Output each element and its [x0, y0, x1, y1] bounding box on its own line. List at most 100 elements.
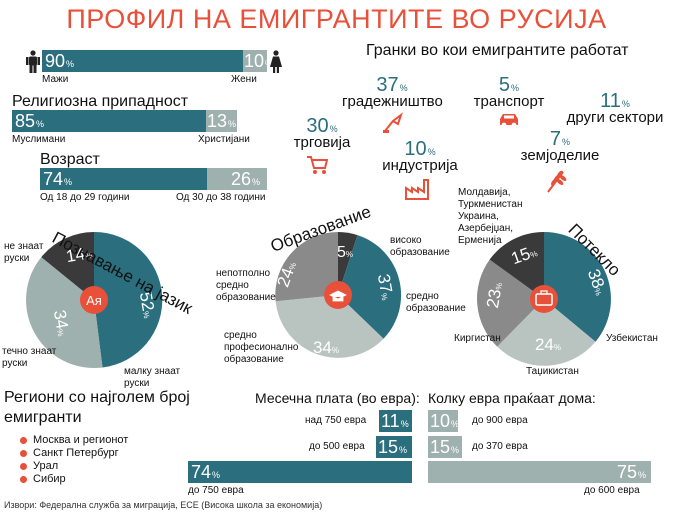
graduation-cap-icon [329, 290, 347, 302]
education-pie: 5% 37% 34% 24% [273, 232, 402, 358]
female-icon [269, 50, 283, 79]
muslim-bar [12, 110, 206, 132]
sector-trade: 30% трговија [293, 115, 351, 151]
language-slice-fluent [26, 257, 103, 369]
sector-transport: 5% транспорт [473, 74, 545, 110]
language-value-fluent: 34% [50, 309, 73, 338]
young-label: Од 18 до 29 години [40, 192, 130, 203]
male-label: Мажи [42, 74, 69, 85]
education-slice-secondary [338, 235, 402, 339]
crane-icon [382, 112, 404, 139]
salary-label-over750: над 750 евра [305, 415, 367, 426]
young-value: 74% [43, 169, 73, 189]
regions-heading: Региони со најголем број емигранти [4, 389, 190, 426]
education-label-vocational: средно професионално образование [224, 330, 299, 365]
old-bar [207, 168, 267, 190]
education-slice-incomplete [275, 232, 338, 302]
language-center-text: Ая [86, 293, 102, 308]
salary-value-over750: 11% [381, 411, 409, 431]
origin-center [530, 285, 558, 313]
language-label-little: малку знаат руски [124, 366, 181, 389]
origin-label-kyrgyzstan: Киргистан [454, 333, 501, 344]
factory-icon [404, 178, 430, 205]
language-pie: Ая 52% 34% 14% [26, 231, 163, 369]
female-value: 10% [244, 51, 274, 71]
religion-heading: Религиозна припадност [12, 93, 189, 110]
region-item: Урал [20, 460, 128, 473]
education-label-incomplete: непотполно средно образование [216, 268, 276, 303]
page-title: ПРОФИЛ НА ЕМИГРАНТИТЕ ВО РУСИЈА [66, 4, 607, 34]
education-label-higher: високо образование [390, 235, 450, 258]
remit-bar-600 [428, 461, 651, 483]
old-value: 26% [231, 169, 261, 189]
remit-label-900: до 900 евра [472, 415, 528, 426]
education-value-secondary: 37% [374, 273, 397, 302]
female-label: Жени [231, 74, 257, 85]
muslim-label: Муслимани [12, 134, 66, 145]
salary-bar-750 [188, 461, 412, 483]
car-icon [497, 112, 521, 133]
salary-value-750: 74% [191, 462, 221, 482]
origin-value-kyrgyzstan: 23% [483, 281, 506, 310]
salary-heading: Месечна плата (во евра): [255, 390, 420, 406]
language-label-fluent: течно знаат руски [2, 346, 57, 369]
education-value-vocational: 34% [313, 338, 339, 357]
remit-heading: Колку евра праќаат дома: [428, 390, 596, 406]
origin-label-uzbekistan: Узбекистан [606, 333, 658, 344]
origin-slice-uzbekistan [544, 232, 611, 342]
sectors-heading: Гранки во кои емигрантите работат [366, 42, 629, 59]
regions-list: Москва и регионот Санкт Петербург Урал С… [20, 434, 128, 486]
region-item: Сибир [20, 473, 128, 486]
source-note: Извори: Федерална служба за миграција, E… [4, 500, 323, 510]
salary-value-500: 15% [378, 437, 408, 457]
remit-value-900: 10% [430, 411, 460, 431]
remit-label-600: до 600 евра [584, 485, 640, 496]
salary-bar-500 [376, 436, 412, 458]
region-item: Санкт Петербург [20, 447, 128, 460]
origin-label-others: Молдавија, Туркменистан Украина, Азербеј… [458, 187, 523, 246]
male-icon [26, 50, 40, 79]
remit-value-600: 75% [617, 462, 647, 482]
male-value: 90% [45, 51, 75, 71]
origin-pie: 38% 24% 23% 15% [477, 231, 611, 366]
remit-label-370: до 370 евра [472, 441, 528, 452]
language-value-none: 14% [65, 243, 94, 266]
education-label-secondary: средно образование [406, 291, 466, 314]
old-label: Од 30 до 38 години [176, 192, 266, 203]
salary-label-750: до 750 евра [188, 485, 244, 496]
remit-bar-370 [428, 436, 462, 458]
remit-value-370: 15% [430, 437, 460, 457]
origin-label-tajikistan: Таџикистан [526, 366, 579, 377]
sector-industry: 10% индустрија [382, 138, 458, 174]
cart-icon [306, 155, 329, 180]
salary-bar-over750 [379, 410, 412, 432]
muslim-value: 85% [15, 111, 45, 131]
christian-bar [206, 110, 237, 132]
language-label-none: не знаат руски [4, 241, 44, 264]
language-slice-little [94, 231, 163, 368]
origin-slice-kyrgyzstan [477, 259, 544, 347]
sector-other: 11% други сектори [566, 90, 664, 126]
christian-label: Христијани [198, 134, 250, 145]
sector-agriculture: 7% земјоделие [520, 128, 600, 164]
education-slice-higher [338, 232, 358, 295]
language-value-little: 52% [136, 291, 159, 320]
language-slice-none [41, 232, 94, 300]
origin-value-tajikistan: 24% [535, 335, 561, 354]
origin-slice-others [489, 231, 544, 299]
christian-value: 13% [207, 111, 237, 131]
wheat-icon [545, 168, 567, 199]
origin-slice-tajikistan [497, 299, 596, 366]
pie-charts: Ая 52% 34% 14% 5% 37% 34% 24% 38% 24% 23… [26, 231, 611, 369]
sector-construction: 37% градежништво [342, 74, 443, 110]
education-slice-vocational [275, 295, 384, 358]
female-bar [243, 50, 267, 72]
education-value-higher: 5% [337, 244, 353, 261]
region-item: Москва и регионот [20, 434, 128, 447]
remit-bar-900 [428, 410, 458, 432]
male-bar [42, 50, 243, 72]
salary-label-500: до 500 евра [309, 441, 365, 452]
language-center [80, 286, 108, 314]
young-bar [40, 168, 207, 190]
age-heading: Возраст [40, 151, 100, 168]
